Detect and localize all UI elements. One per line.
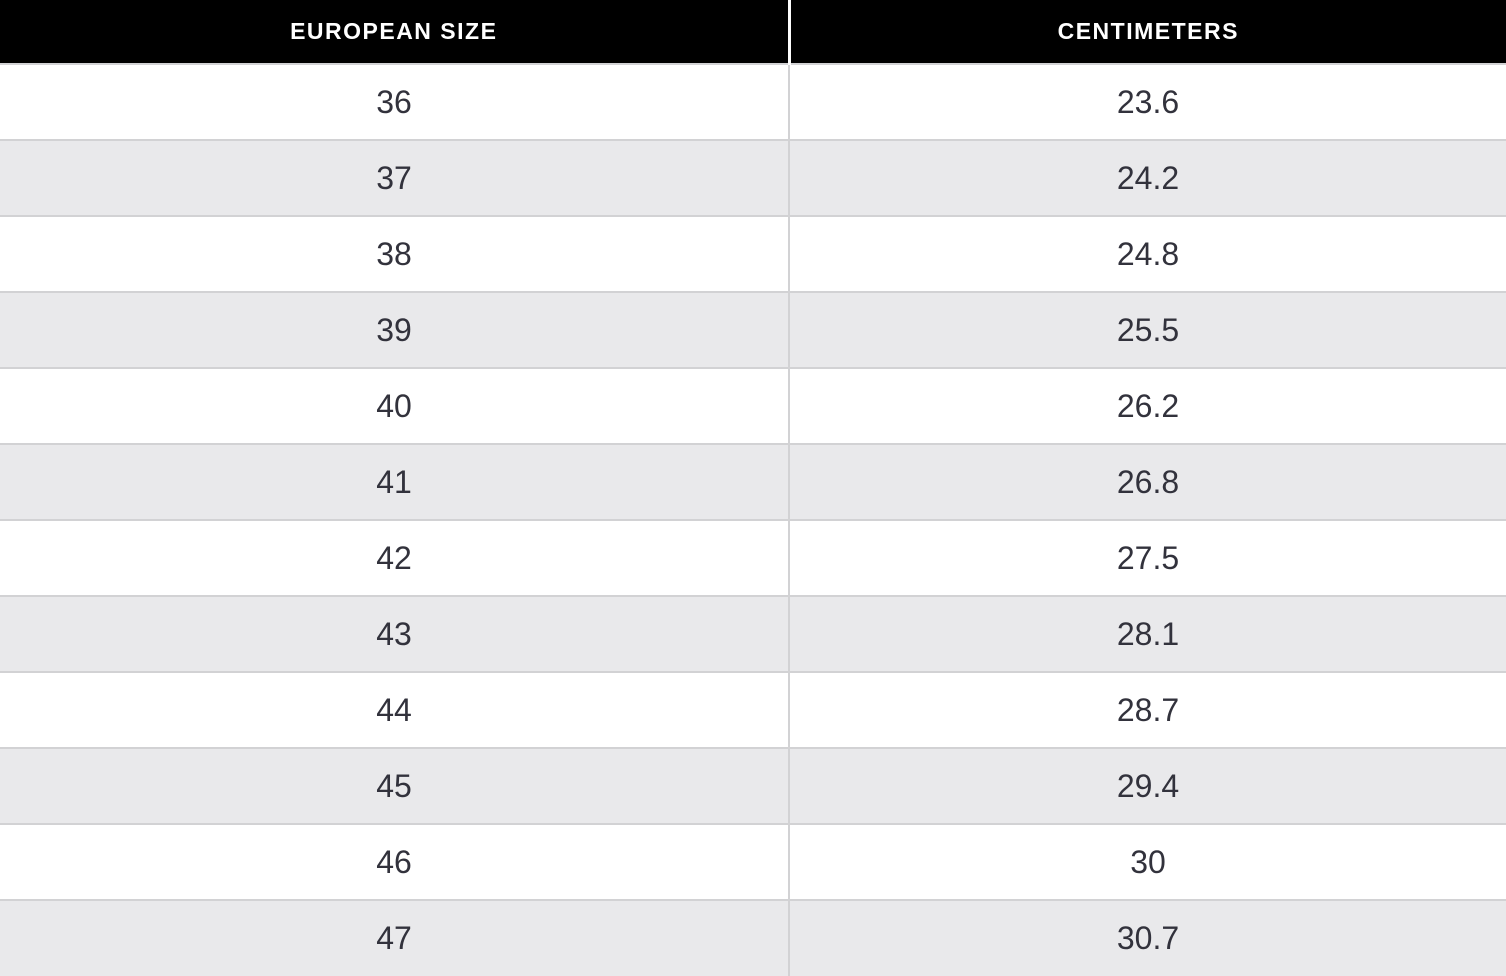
european-size-cell: 44 (0, 671, 790, 748)
table-row: 39 25.5 (0, 291, 1506, 368)
centimeters-cell: 27.5 (789, 519, 1506, 596)
european-size-cell: 36 (0, 63, 790, 140)
table-row: 47 30.7 (0, 899, 1506, 976)
centimeters-cell: 24.8 (789, 215, 1506, 292)
centimeters-cell: 26.8 (789, 443, 1506, 520)
european-size-cell: 41 (0, 443, 790, 520)
column-header-european-size: EUROPEAN SIZE (0, 0, 791, 64)
centimeters-cell: 25.5 (789, 291, 1506, 368)
european-size-cell: 40 (0, 367, 790, 444)
european-size-cell: 42 (0, 519, 790, 596)
european-size-cell: 45 (0, 747, 790, 824)
table-row: 40 26.2 (0, 367, 1506, 444)
centimeters-cell: 26.2 (789, 367, 1506, 444)
european-size-cell: 39 (0, 291, 790, 368)
european-size-cell: 47 (0, 899, 790, 976)
european-size-cell: 46 (0, 823, 790, 900)
centimeters-cell: 29.4 (789, 747, 1506, 824)
european-size-cell: 37 (0, 139, 790, 216)
table-row: 38 24.8 (0, 215, 1506, 292)
centimeters-cell: 28.1 (789, 595, 1506, 672)
table-row: 44 28.7 (0, 671, 1506, 748)
table-row: 46 30 (0, 823, 1506, 900)
european-size-cell: 38 (0, 215, 790, 292)
centimeters-cell: 24.2 (789, 139, 1506, 216)
table-header-row: EUROPEAN SIZE CENTIMETERS (0, 0, 1506, 64)
table-row: 41 26.8 (0, 443, 1506, 520)
centimeters-cell: 28.7 (789, 671, 1506, 748)
table-row: 42 27.5 (0, 519, 1506, 596)
european-size-cell: 43 (0, 595, 790, 672)
table-row: 45 29.4 (0, 747, 1506, 824)
centimeters-cell: 30 (789, 823, 1506, 900)
centimeters-cell: 23.6 (789, 63, 1506, 140)
table-row: 43 28.1 (0, 595, 1506, 672)
table-row: 36 23.6 (0, 63, 1506, 140)
table-row: 37 24.2 (0, 139, 1506, 216)
table-body: 36 23.6 37 24.2 38 24.8 39 25.5 40 26.2 41 26.8 42 27… (0, 63, 1506, 976)
centimeters-cell: 30.7 (789, 899, 1506, 976)
column-header-centimeters: CENTIMETERS (789, 0, 1506, 64)
